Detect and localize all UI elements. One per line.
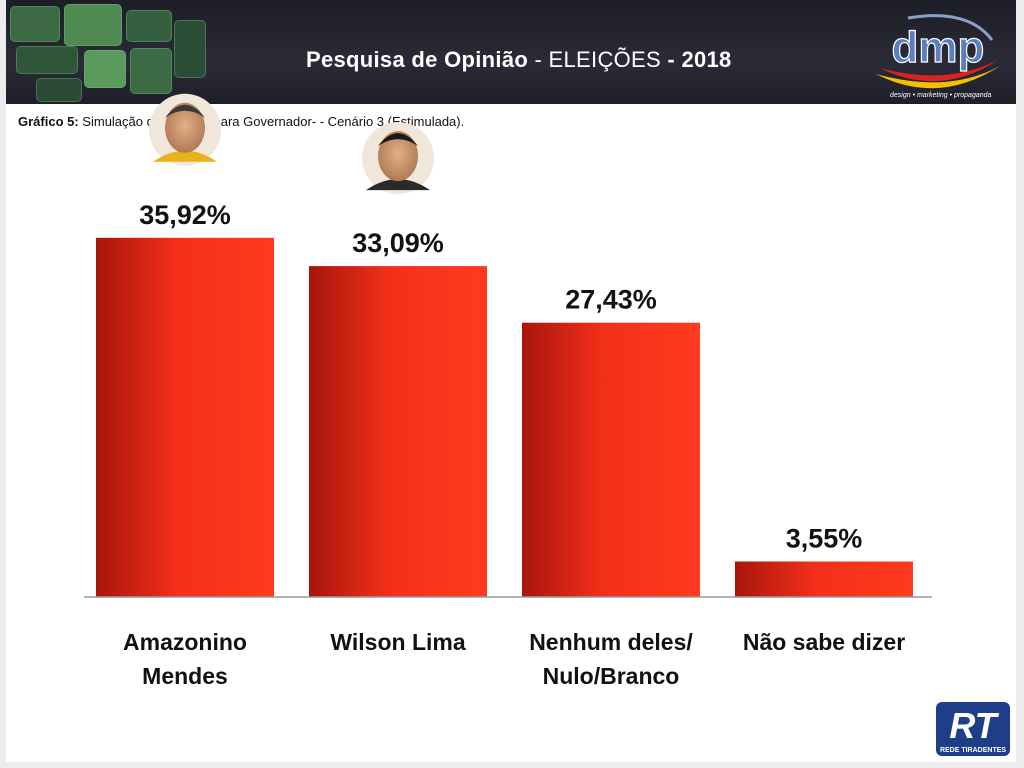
data-label: 35,92% [139,200,231,230]
logo-text: dmp [892,23,985,72]
photo-face [165,102,205,153]
subtitle-label: Gráfico 5: [18,114,79,129]
logo-arc [907,14,994,41]
decorative-mosaic-tile [36,78,82,102]
data-label: 3,55% [786,524,863,554]
decorative-mosaic-tile [64,4,122,46]
rt-footer-logo: RT REDE TIRADENTES [936,702,1010,756]
decorative-mosaic-tile [126,10,172,42]
logo-tagline: design • marketing • propaganda [890,92,992,99]
decorative-mosaic-tile [16,46,78,74]
header-title-main: Pesquisa de Opinião [306,47,529,72]
bar-chart: 35,92% Amazonino Mendes 33,09% Wilson Lima 27… [84,93,932,689]
decorative-mosaic-tile [84,50,126,88]
bar [309,266,487,597]
rt-logo-caption: REDE TIRADENTES [940,747,1006,754]
header-banner: Pesquisa de Opinião - ELEIÇÕES - 2018 dm… [6,0,1016,104]
decorative-mosaic-tile [130,48,172,94]
header-title-section: - ELEIÇÕES [528,47,668,72]
data-label: 33,09% [352,228,444,258]
rt-logo-badge [936,702,1010,756]
candidate-photo [149,93,221,166]
category-label: Wilson Lima [330,629,465,655]
category-label: Mendes [142,663,228,689]
logo-swoosh-yellow [876,66,1000,89]
rt-logo-text: RT [949,705,999,746]
photo-face [378,131,418,182]
header-title: Pesquisa de Opinião - ELEIÇÕES - 2018 [306,47,732,73]
dmp-logo: dmp [876,14,1000,89]
category-label: Nenhum deles/ [529,629,693,655]
photo-hair [378,133,418,147]
decorative-mosaic-tile [10,6,60,42]
bar [735,561,913,597]
category-label: Nulo/Branco [543,663,680,689]
bar [96,237,274,598]
decorative-mosaic-tile [174,20,206,78]
data-label: 27,43% [565,285,657,315]
photo-hair [165,104,205,118]
logo-swoosh-red [880,60,998,82]
photo-shirt [366,179,430,191]
photo-shirt [153,150,217,162]
candidate-photo [362,122,434,195]
slide: Pesquisa de Opinião - ELEIÇÕES - 2018 dm… [6,0,1016,762]
bar [522,322,700,597]
category-label: Amazonino [123,629,247,655]
category-label: Não sabe dizer [743,629,905,655]
header-title-year: - 2018 [667,47,732,72]
